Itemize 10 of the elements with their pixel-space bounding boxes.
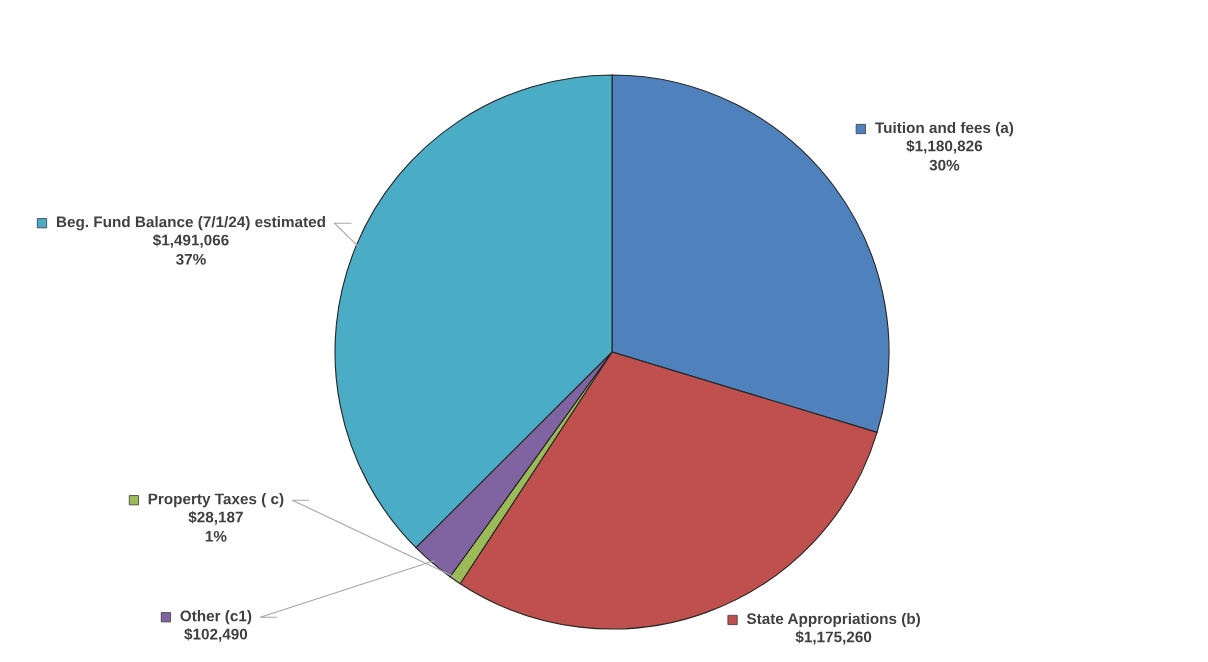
data-label: $1,180,826 30% [906, 139, 983, 171]
data-label: $102,490 [184, 628, 248, 642]
data-label: $1,175,260 [795, 630, 872, 645]
legend-label: Tuition and fees (a) [875, 121, 1014, 137]
legend-label: State Appropriations (b) [746, 612, 920, 628]
data-label: $28,187 1% [188, 511, 243, 542]
legend-label: Other (c1) [180, 610, 252, 625]
legend-label: Property Taxes ( c) [148, 493, 284, 508]
data-label: $1,491,066 37% [152, 234, 229, 265]
legend-label: Beg. Fund Balance (7/1/24) estimated [57, 216, 325, 231]
